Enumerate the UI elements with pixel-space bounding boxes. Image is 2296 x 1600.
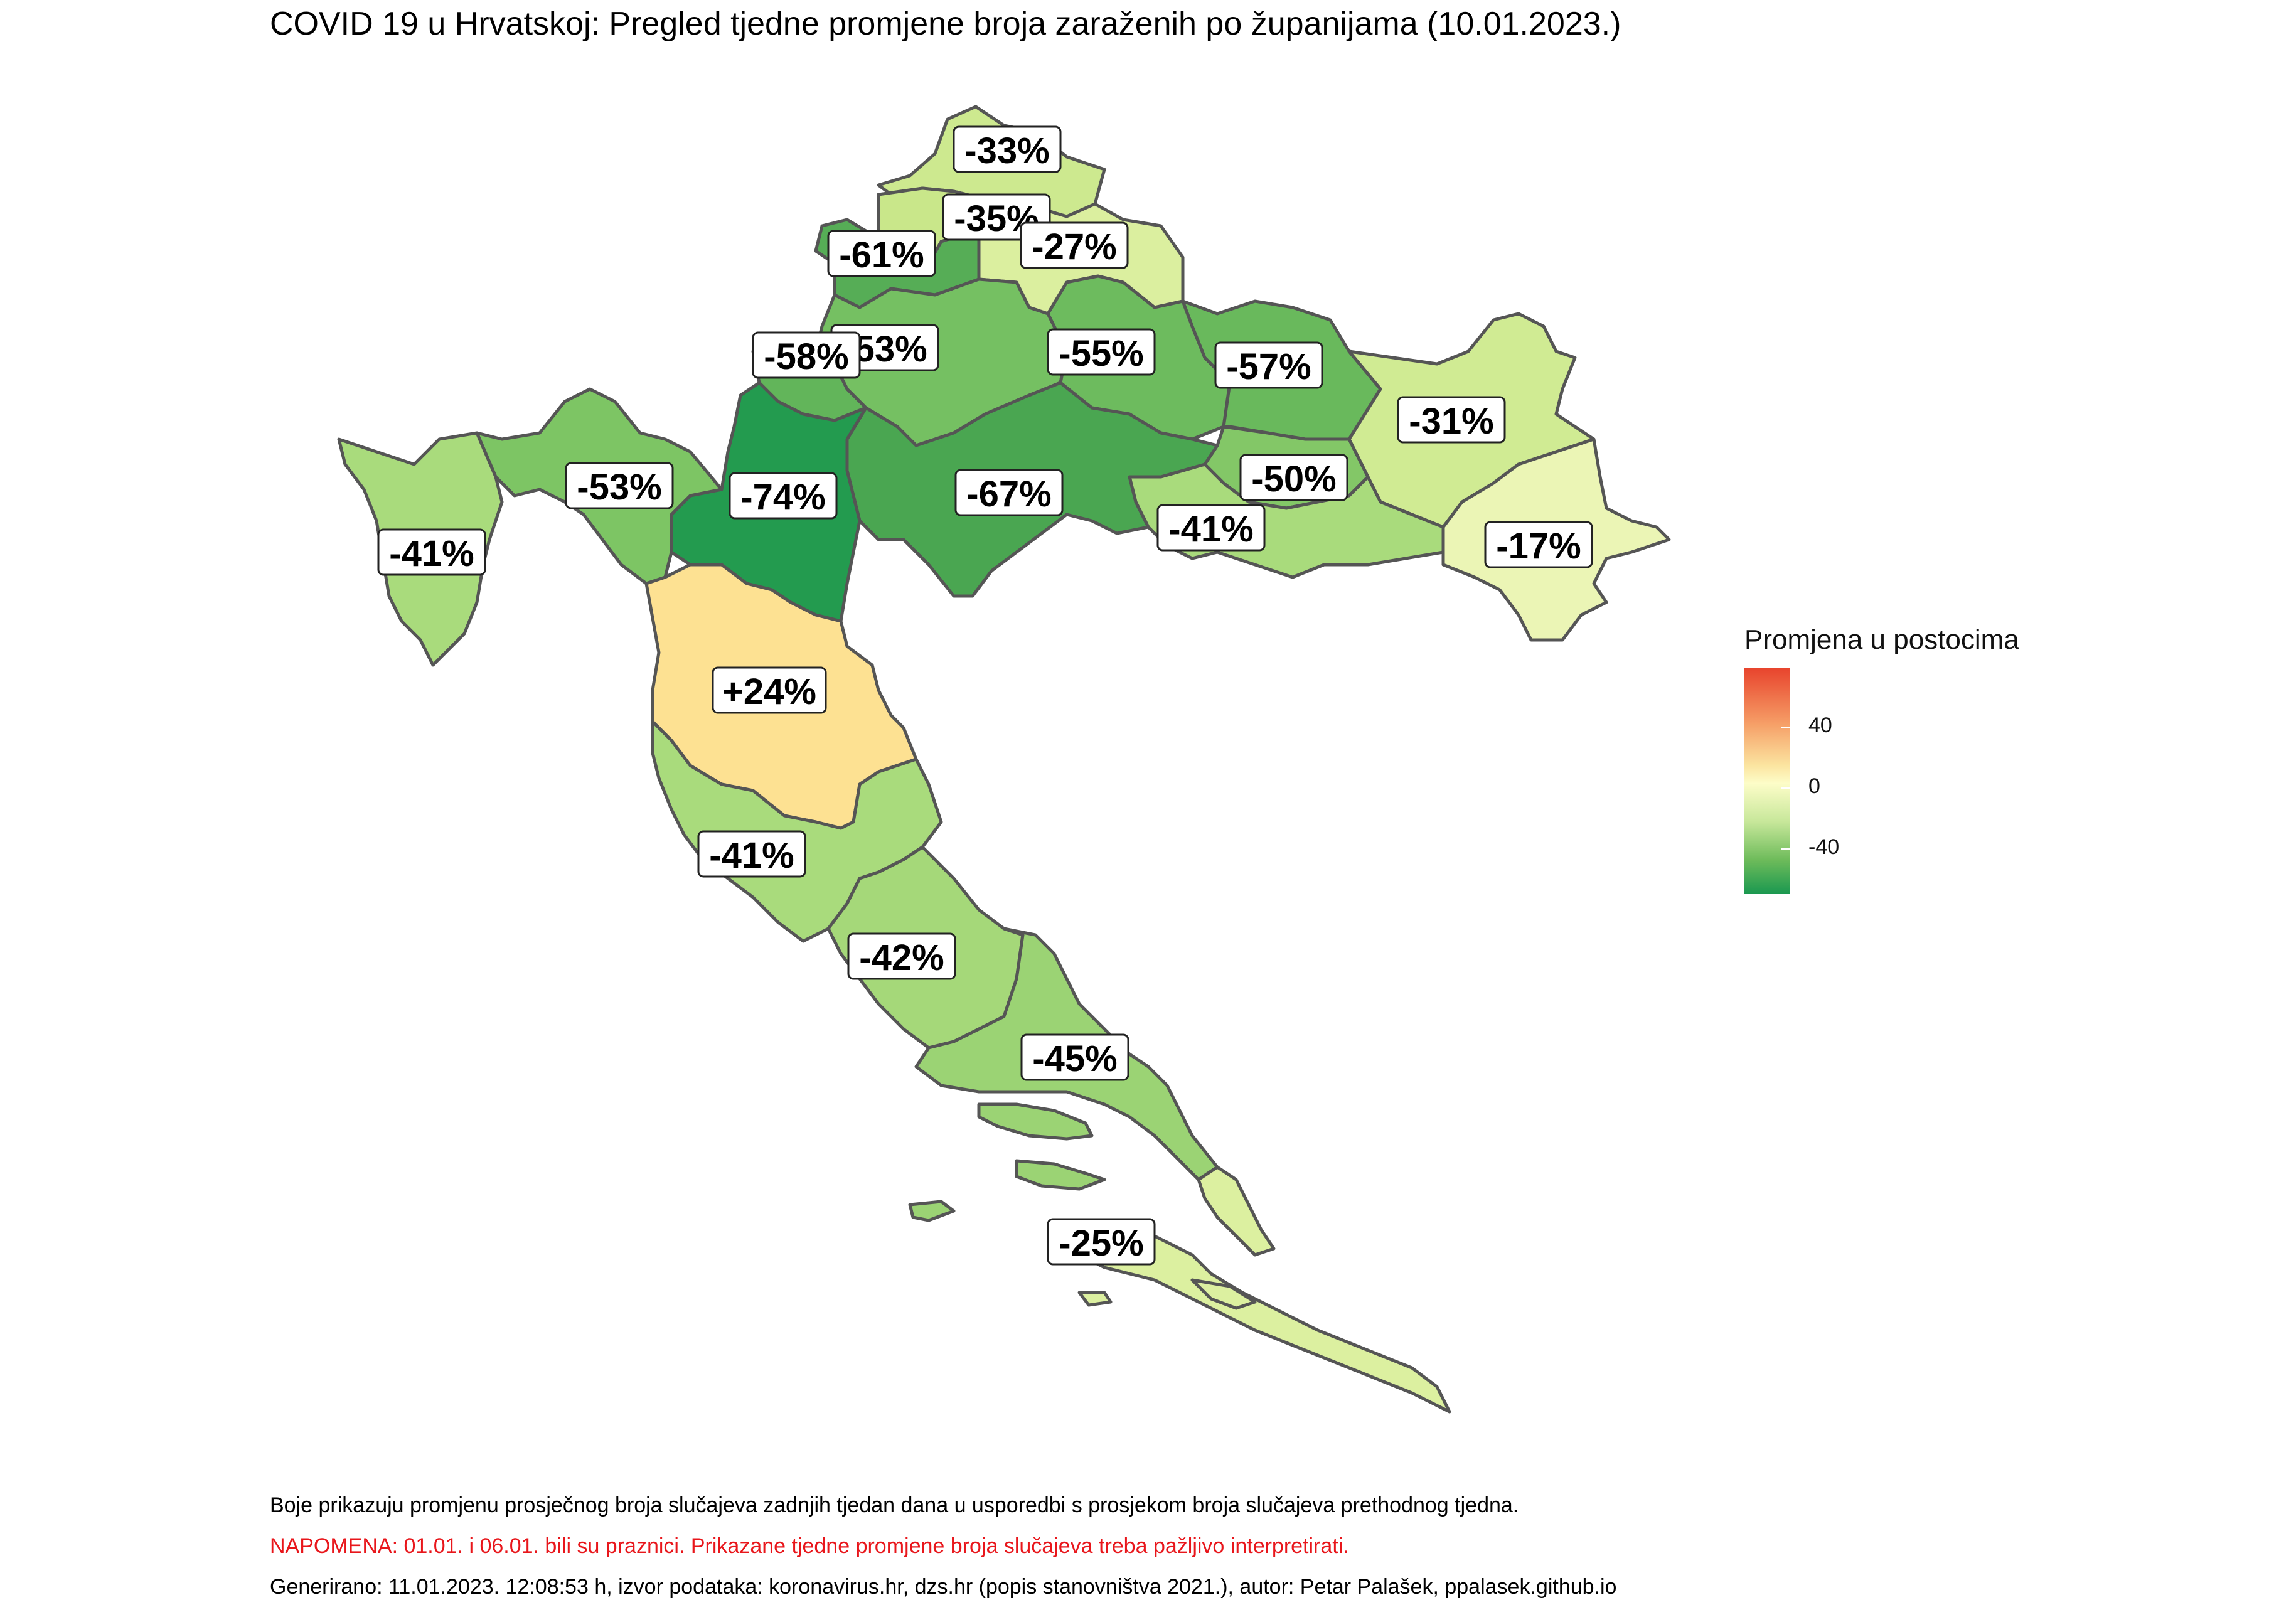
caption-explanation: Boje prikazuju promjenu prosječnog broja… (270, 1493, 1519, 1517)
map-label-text: -41% (709, 835, 794, 876)
map-label-istarska: -41% (377, 528, 486, 576)
legend-tickmark (1781, 848, 1790, 850)
map-label-text: -17% (1496, 526, 1581, 567)
county-region-dubrovacka (1065, 1165, 1451, 1414)
legend-tickmark (1781, 727, 1790, 728)
legend-tick-label: 40 (1808, 713, 1832, 737)
map-label-text: -74% (740, 477, 825, 518)
map-label-text: -61% (839, 235, 924, 275)
caption-generated: Generirano: 11.01.2023. 12:08:53 h, izvo… (270, 1575, 1617, 1599)
map-label-text: -25% (1059, 1223, 1143, 1264)
map-label-text: +24% (722, 671, 816, 712)
legend-title: Promjena u postocima (1744, 624, 2019, 655)
map-label-krapinsko: -61% (827, 230, 936, 277)
map-label-text: -41% (389, 533, 474, 574)
map-label-text: -45% (1032, 1038, 1117, 1079)
legend-tickmark (1781, 787, 1790, 789)
map-label-licko: +24% (712, 666, 827, 714)
map-label-sibenska: -42% (847, 932, 956, 980)
map-label-splitska: -45% (1020, 1033, 1129, 1081)
map-label-bjelovarska: -55% (1047, 328, 1156, 376)
map-label-text: -41% (1168, 509, 1253, 550)
map-label-brodsko: -41% (1156, 504, 1266, 552)
map-label-osjecka: -31% (1397, 396, 1506, 444)
legend-colorbar (1744, 668, 1790, 894)
map-label-vukovarska: -17% (1484, 521, 1593, 568)
map-label-text: -33% (964, 131, 1049, 171)
map-label-text: -53% (577, 467, 661, 508)
map-label-medimurska: -33% (953, 125, 1062, 173)
caption-warning: NAPOMENA: 01.01. i 06.01. bili su prazni… (270, 1534, 1349, 1558)
map-label-text: -50% (1251, 459, 1336, 499)
map-label-grad-zagreb: -58% (752, 331, 861, 379)
legend-tick-label: -40 (1808, 835, 1840, 859)
map-label-text: -58% (764, 336, 848, 377)
map-label-zadarska: -41% (697, 830, 806, 878)
map-title: COVID 19 u Hrvatskoj: Pregled tjedne pro… (270, 6, 1621, 42)
map-label-karlovacka: -74% (729, 472, 838, 520)
map-label-text: -31% (1409, 401, 1493, 442)
map-label-text: -57% (1226, 346, 1311, 387)
map-label-text: -27% (1032, 227, 1116, 267)
map-label-koprivnicko: -27% (1020, 221, 1129, 269)
legend-tick-label: 0 (1808, 774, 1820, 798)
color-legend: Promjena u postocima 40 0 -40 (1744, 624, 2019, 894)
map-label-dubrovacka: -25% (1047, 1218, 1156, 1266)
map-label-sisacka: -67% (954, 469, 1064, 516)
map-label-text: -55% (1059, 333, 1143, 374)
map-label-pozesko: -50% (1239, 454, 1348, 501)
map-label-text: -42% (859, 937, 944, 978)
county-region-splitska-islands (908, 1102, 1106, 1222)
map-label-viroviticka: -57% (1214, 341, 1323, 389)
map-label-primorsko: -53% (565, 462, 674, 509)
map-label-text: -67% (966, 474, 1051, 515)
